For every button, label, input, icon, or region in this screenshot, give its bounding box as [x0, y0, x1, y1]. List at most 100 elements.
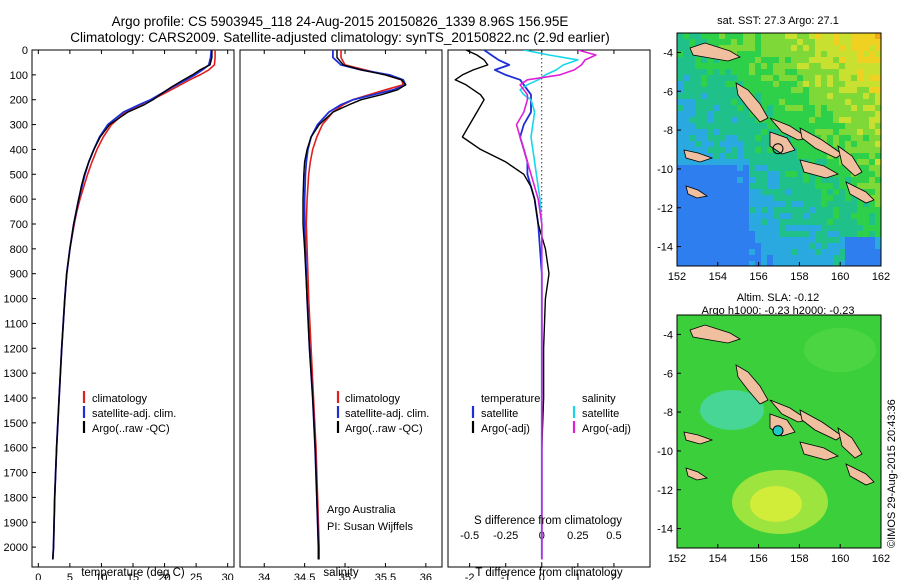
sst-cell	[845, 147, 851, 153]
sst-cell	[875, 75, 881, 81]
sst-cell	[689, 99, 695, 105]
sst-cell	[857, 75, 863, 81]
sst-cell	[851, 81, 857, 87]
sst-cell	[857, 207, 863, 213]
sst-cell	[683, 195, 689, 201]
sst-cell	[683, 57, 689, 63]
sst-cell	[839, 219, 845, 225]
sst-cell	[767, 105, 773, 111]
sst-cell	[761, 81, 767, 87]
sst-cell	[725, 195, 731, 201]
sst-cell	[797, 57, 803, 63]
sst-cell	[869, 147, 875, 153]
sst-cell	[683, 255, 689, 261]
sst-cell	[701, 75, 707, 81]
sst-cell	[779, 117, 785, 123]
sst-cell	[827, 75, 833, 81]
sst-cell	[683, 177, 689, 183]
sst-cell	[803, 189, 809, 195]
sst-cell	[809, 207, 815, 213]
sst-cell	[725, 99, 731, 105]
sst-cell	[863, 75, 869, 81]
sst-cell	[725, 171, 731, 177]
sst-cell	[809, 189, 815, 195]
sst-cell	[761, 93, 767, 99]
sst-cell	[833, 63, 839, 69]
sst-cell	[707, 141, 713, 147]
sst-cell	[839, 213, 845, 219]
sst-cell	[707, 99, 713, 105]
sst-cell	[857, 45, 863, 51]
sst-cell	[833, 243, 839, 249]
sst-cell	[683, 237, 689, 243]
sst-cell	[863, 219, 869, 225]
sla-map-title-line-2: Argo h1000: -0.23 h2000: -0.23	[702, 305, 855, 317]
sst-cell	[839, 105, 845, 111]
sst-cell	[731, 39, 737, 45]
sst-cell	[779, 195, 785, 201]
sst-cell	[875, 225, 881, 231]
sst-cell	[749, 231, 755, 237]
sst-cell	[797, 195, 803, 201]
sst-cell	[845, 33, 851, 39]
map-x-tick-label: 156	[749, 271, 767, 283]
sst-map-land	[683, 42, 875, 204]
sst-cell	[689, 261, 695, 266]
map-y-tick-label: -10	[657, 446, 673, 458]
sst-cell	[767, 99, 773, 105]
sst-map-axis-ticks: 152 154 156 158 160 162 -4 -6 -8 -10 -12 -14	[657, 47, 890, 283]
sst-cell	[743, 129, 749, 135]
sst-cell	[839, 135, 845, 141]
sst-cell	[767, 45, 773, 51]
sst-cell	[755, 81, 761, 87]
sst-cell	[737, 147, 743, 153]
sst-cell	[851, 87, 857, 93]
sla-map-axis-ticks: 152 154 156 158 160 162 -4 -6 -8 -10 -12 -14	[657, 329, 890, 565]
sst-cell	[833, 201, 839, 207]
sst-cell	[863, 261, 869, 266]
sst-cell	[695, 183, 701, 189]
sst-cell	[707, 243, 713, 249]
sst-cell	[857, 93, 863, 99]
sst-cell	[827, 183, 833, 189]
island-bougainville	[735, 82, 769, 123]
sst-cell	[827, 87, 833, 93]
sst-cell	[677, 255, 683, 261]
sst-cell	[791, 75, 797, 81]
sst-cell	[743, 141, 749, 147]
sst-cell	[701, 39, 707, 45]
sst-cell	[845, 237, 851, 243]
sst-cell	[743, 231, 749, 237]
salinity-panel: 34 34.5 35 35.5 36 salinity climatology sate…	[239, 49, 443, 580]
sst-cell	[779, 225, 785, 231]
sst-cell	[833, 33, 839, 39]
sst-cell	[779, 249, 785, 255]
sst-cell	[695, 177, 701, 183]
sst-cell	[737, 39, 743, 45]
sst-cell	[827, 51, 833, 57]
sst-cell	[719, 147, 725, 153]
sst-cell	[761, 39, 767, 45]
legend-label-t-satellite: satellite	[481, 408, 518, 420]
sst-cell	[797, 255, 803, 261]
sst-cell	[791, 261, 797, 266]
sst-cell	[719, 39, 725, 45]
sst-cell	[689, 33, 695, 39]
sst-cell	[755, 219, 761, 225]
sst-cell	[761, 225, 767, 231]
sst-cell	[737, 201, 743, 207]
sst-cell	[743, 249, 749, 255]
sst-cell	[677, 81, 683, 87]
sst-cell	[743, 111, 749, 117]
sst-cell	[857, 111, 863, 117]
sst-cell	[719, 87, 725, 93]
sst-cell	[839, 45, 845, 51]
sst-cell	[827, 249, 833, 255]
sst-cell	[815, 111, 821, 117]
sst-cell	[749, 213, 755, 219]
sst-cell	[809, 117, 815, 123]
sst-cell	[713, 63, 719, 69]
sst-cell	[815, 159, 821, 165]
sst-cell	[677, 183, 683, 189]
sst-cell	[737, 159, 743, 165]
